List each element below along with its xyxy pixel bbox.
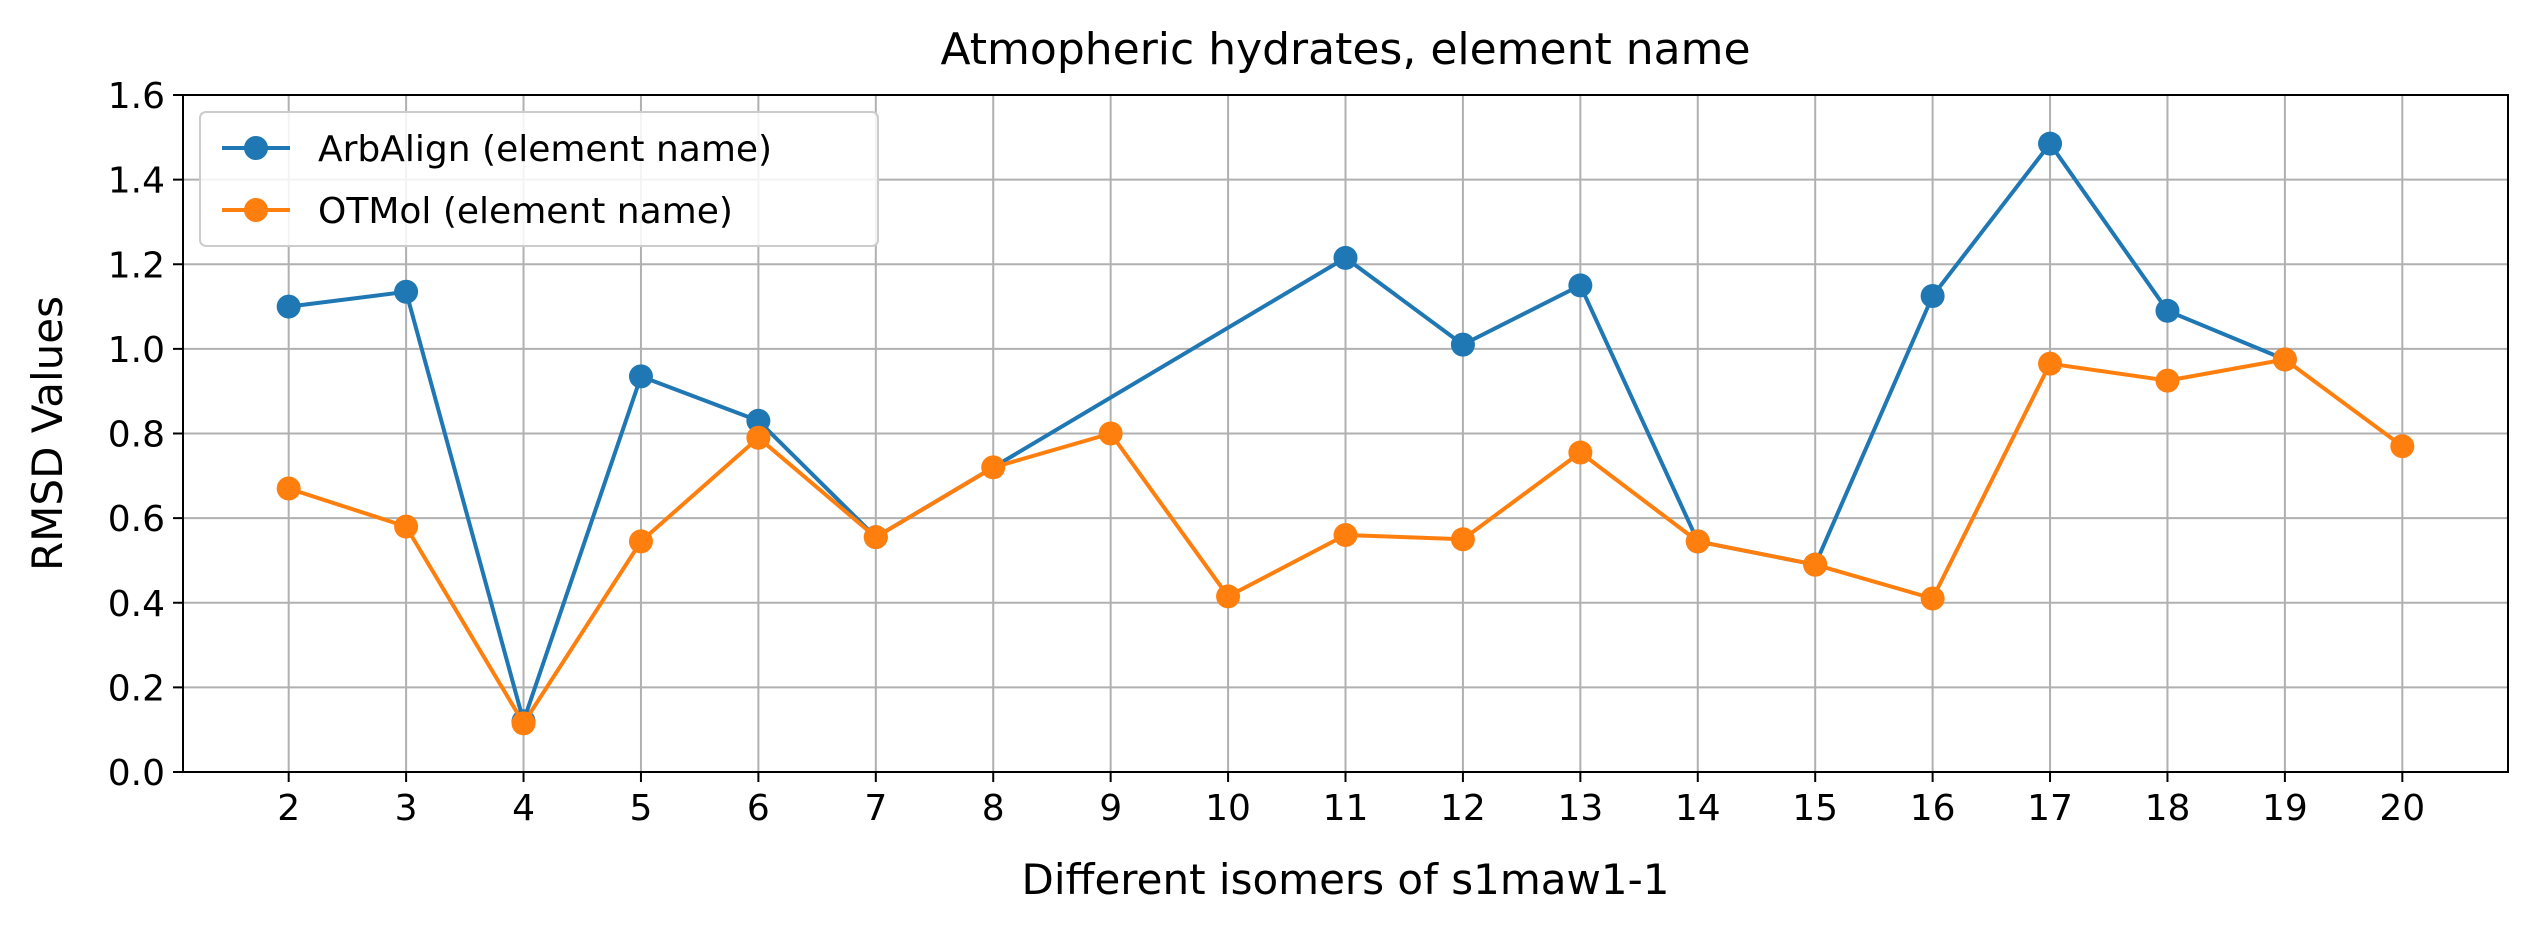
data-point	[1098, 421, 1123, 446]
data-point	[863, 525, 888, 550]
x-tick-label: 13	[1557, 788, 1603, 829]
x-tick-label: 4	[512, 788, 535, 829]
x-tick-label: 11	[1323, 788, 1369, 829]
data-point	[2038, 351, 2063, 376]
y-tick-label: 0.0	[108, 753, 165, 794]
data-point	[746, 425, 771, 450]
data-point	[1568, 273, 1593, 298]
x-axis-title: Different isomers of s1maw1-1	[1022, 855, 1670, 904]
y-tick-label: 1.2	[108, 245, 165, 286]
data-point	[511, 711, 536, 736]
x-tick-label: 15	[1792, 788, 1838, 829]
y-tick-label: 1.4	[108, 161, 165, 202]
data-point	[1568, 440, 1593, 465]
data-point	[628, 364, 653, 389]
y-tick-label: 0.2	[108, 668, 165, 709]
x-tick-label: 19	[2262, 788, 2308, 829]
y-tick-label: 0.4	[108, 584, 165, 625]
data-point	[1333, 523, 1358, 548]
legend-label: ArbAlign (element name)	[318, 129, 772, 170]
x-tick-label: 9	[1099, 788, 1122, 829]
x-tick-label: 20	[2379, 788, 2425, 829]
data-point	[1216, 584, 1241, 609]
data-point	[1450, 527, 1475, 552]
data-point	[628, 529, 653, 554]
y-tick-label: 1.6	[108, 76, 165, 117]
y-tick-label: 0.6	[108, 499, 165, 540]
data-point	[1920, 283, 1945, 308]
data-point	[276, 294, 301, 319]
data-point	[2155, 298, 2180, 323]
x-tick-label: 7	[864, 788, 887, 829]
y-tick-label: 1.0	[108, 330, 165, 371]
legend-box	[199, 111, 879, 247]
x-tick-label: 2	[277, 788, 300, 829]
data-point	[394, 514, 419, 539]
data-point	[1685, 529, 1710, 554]
x-tick-label: 3	[395, 788, 418, 829]
data-point	[1450, 332, 1475, 357]
x-tick-label: 14	[1675, 788, 1721, 829]
axes: 2 3 4 5 6 7 8 9 10 11 12 13 14 15 16 17 18 19 20 0.0 0.2 0.4 0…	[108, 76, 2425, 829]
legend-marker	[244, 136, 268, 160]
data-point	[2390, 434, 2415, 459]
data-point	[1333, 245, 1358, 270]
data-point	[2038, 131, 2063, 156]
chart-title: Atmopheric hydrates, element name	[940, 24, 1750, 75]
data-point	[276, 476, 301, 501]
x-tick-label: 12	[1440, 788, 1486, 829]
y-axis-title: RMSD Values	[23, 296, 72, 571]
data-point	[1920, 586, 1945, 611]
legend: ArbAlign (element name) OTMol (element na…	[199, 111, 879, 247]
data-point	[2155, 368, 2180, 393]
y-tick-label: 0.8	[108, 415, 165, 456]
data-point	[746, 408, 771, 433]
x-tick-label: 5	[630, 788, 653, 829]
data-point	[394, 279, 419, 304]
x-tick-label: 8	[982, 788, 1005, 829]
x-tick-label: 17	[2027, 788, 2073, 829]
data-point	[2272, 347, 2297, 372]
x-tick-label: 18	[2145, 788, 2191, 829]
legend-label: OTMol (element name)	[318, 191, 733, 232]
series-1	[276, 347, 2415, 736]
x-tick-label: 16	[1910, 788, 1956, 829]
x-tick-label: 10	[1205, 788, 1251, 829]
legend-marker	[244, 198, 268, 222]
data-point	[1803, 552, 1828, 577]
data-point	[981, 455, 1006, 480]
series-layer	[276, 131, 2415, 736]
x-tick-label: 6	[747, 788, 770, 829]
